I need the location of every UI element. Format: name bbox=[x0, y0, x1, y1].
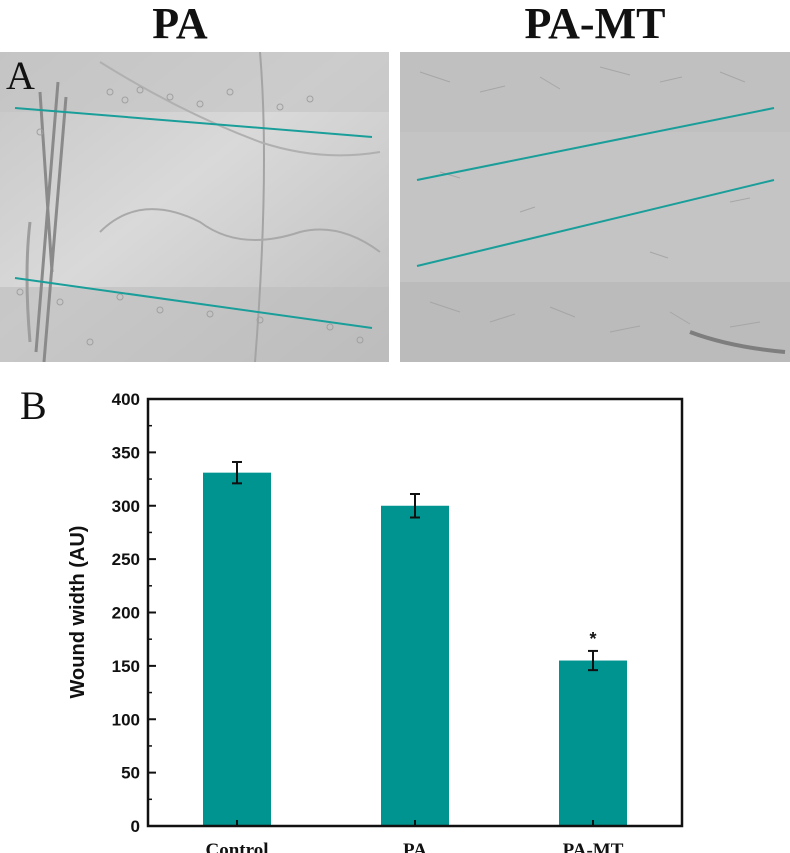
panel-title-pa: PA bbox=[152, 0, 208, 48]
y-tick-label: 350 bbox=[112, 443, 140, 462]
y-axis-title: Wound width (AU) bbox=[67, 526, 89, 699]
micrograph-pa-mt bbox=[400, 52, 790, 362]
bar-control bbox=[203, 472, 271, 826]
y-tick-label: 200 bbox=[112, 604, 140, 623]
y-tick-label: 250 bbox=[112, 550, 140, 569]
y-tick-label: 150 bbox=[112, 657, 140, 676]
micrograph-pa bbox=[0, 52, 389, 362]
y-tick-label: 300 bbox=[112, 497, 140, 516]
x-tick-label: Control bbox=[206, 840, 269, 853]
bar-pa bbox=[381, 505, 449, 826]
y-tick-label: 0 bbox=[131, 817, 140, 836]
y-tick-label: 50 bbox=[121, 764, 140, 783]
panel-letter-b: B bbox=[20, 383, 47, 428]
plot-area: Control PA * PA-MT 0 50 100 150 200 250 300 350 400 bbox=[112, 390, 684, 853]
panel-title-pa-mt: PA-MT bbox=[524, 0, 666, 48]
y-tick-label: 100 bbox=[112, 710, 140, 729]
y-tick-label: 400 bbox=[112, 390, 140, 409]
x-tick-label: PA bbox=[403, 840, 427, 853]
x-tick-label: PA-MT bbox=[563, 840, 624, 853]
panel-letter-a: A bbox=[6, 53, 35, 98]
bar-chart: Wound width (AU) Control PA * PA-MT 0 50 100 15… bbox=[67, 390, 684, 853]
plot-frame bbox=[146, 397, 684, 828]
bar-pa-mt bbox=[559, 660, 627, 826]
significance-marker: * bbox=[589, 629, 596, 649]
